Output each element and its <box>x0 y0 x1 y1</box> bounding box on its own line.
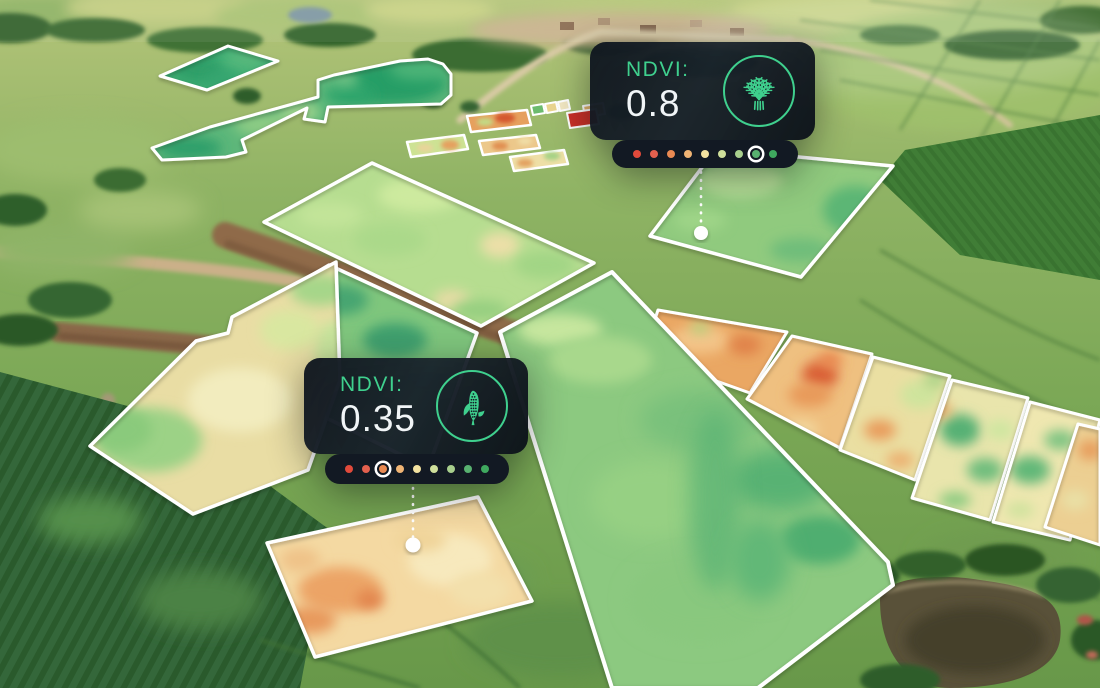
ndvi-scale-dots <box>325 454 509 484</box>
ndvi-scale-dot-6[interactable] <box>735 150 743 158</box>
corn-field-marker-dot[interactable] <box>405 537 421 553</box>
ndvi-scale-dot-3[interactable] <box>684 150 692 158</box>
ndvi-scale-dot-0[interactable] <box>633 150 641 158</box>
ndvi-scale-dot-7[interactable] <box>752 150 760 158</box>
ndvi-scale-dot-2[interactable] <box>379 465 387 473</box>
wheat-field-polygon[interactable] <box>648 147 895 279</box>
sugarcane-field <box>880 115 1100 280</box>
small-pond <box>288 7 332 23</box>
ndvi-value: 0.8 <box>626 82 681 124</box>
ndvi-scale-dot-6[interactable] <box>447 465 455 473</box>
ndvi-scale-dots <box>612 140 798 168</box>
ndvi-scale-dot-1[interactable] <box>650 150 658 158</box>
ndvi-scale-dot-2[interactable] <box>667 150 675 158</box>
ndvi-field-polygon[interactable] <box>150 57 453 162</box>
ndvi-label: NDVI: <box>340 372 404 396</box>
marker-connectors <box>405 170 708 553</box>
ndvi-scale-dot-0[interactable] <box>345 465 353 473</box>
wheat-ndvi-card[interactable]: NDVI: 0.8 <box>590 42 815 168</box>
ndvi-scale-dot-1[interactable] <box>362 465 370 473</box>
ndvi-scale-dot-5[interactable] <box>718 150 726 158</box>
card-body: NDVI: 0.8 <box>590 42 815 140</box>
ndvi-scale-dot-4[interactable] <box>701 150 709 158</box>
wheat-icon <box>723 55 795 127</box>
card-body: NDVI: 0.35 <box>304 358 528 454</box>
ndvi-scale-dot-8[interactable] <box>481 465 489 473</box>
ndvi-field-polygon[interactable] <box>88 260 355 516</box>
crop-rows-bottom-left <box>0 372 522 688</box>
ndvi-scale-dot-7[interactable] <box>464 465 472 473</box>
corn-icon <box>436 370 508 442</box>
ndvi-scale-dot-5[interactable] <box>430 465 438 473</box>
ndvi-field-polygon[interactable] <box>498 270 895 688</box>
corn-field-polygon[interactable] <box>265 495 534 659</box>
ndvi-label: NDVI: <box>626 57 690 81</box>
ndvi-field-polygon[interactable] <box>262 161 596 328</box>
ndvi-scale-dot-4[interactable] <box>413 465 421 473</box>
corn-ndvi-card[interactable]: NDVI: 0.35 <box>304 358 528 484</box>
ndvi-scale-dot-3[interactable] <box>396 465 404 473</box>
wheat-field-marker-dot[interactable] <box>694 226 708 240</box>
ndvi-field-polygon[interactable] <box>158 44 280 92</box>
pond <box>840 544 1100 688</box>
ndvi-scale-dot-8[interactable] <box>769 150 777 158</box>
ndvi-value: 0.35 <box>340 397 417 439</box>
